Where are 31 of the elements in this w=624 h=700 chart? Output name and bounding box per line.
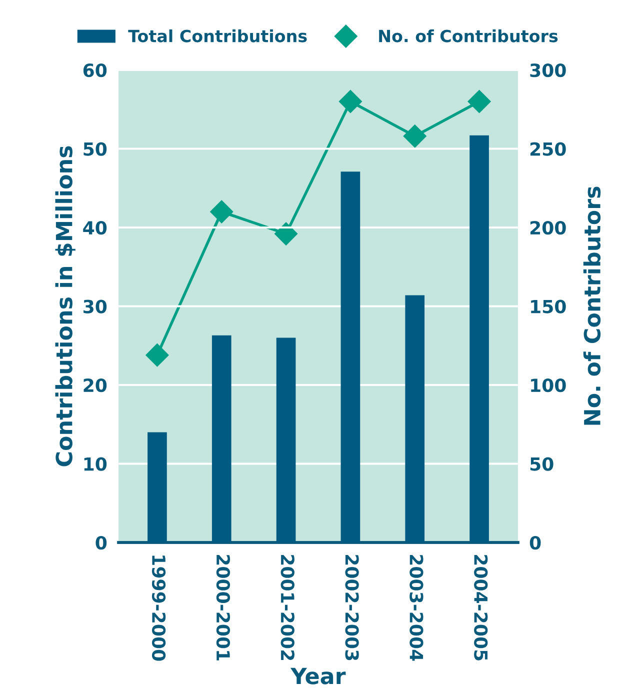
point	[274, 222, 298, 246]
point	[146, 344, 169, 367]
y2-tick-label: 100	[531, 378, 566, 392]
point	[210, 200, 234, 224]
y2-tick-label: 200	[530, 220, 566, 235]
x-axis-title: Year	[290, 668, 346, 684]
y-tick-label: 60	[83, 63, 107, 78]
y2-tick-label: 50	[530, 457, 554, 471]
y-tick-label: 50	[84, 142, 107, 156]
y2-tick-label: 150	[531, 300, 566, 314]
x-tick-label: 2002-2003	[345, 555, 359, 660]
y-tick-label: 10	[84, 457, 107, 471]
x-tick-label: 2000-2001	[216, 555, 230, 660]
x-tick-label: 2001-2002	[280, 555, 294, 660]
point	[403, 124, 426, 148]
y2-axis-title: No. of Contributors	[583, 186, 601, 425]
x-tick-label: 2004-2005	[474, 555, 488, 660]
y-tick-label: 30	[84, 300, 107, 314]
legend-label: No. of Contributors	[379, 29, 558, 42]
y-tick-label: 40	[83, 220, 107, 235]
y2-tick-label: 250	[530, 142, 566, 156]
y2-tick-label: 300	[530, 63, 566, 78]
y-axis-title: Contributions in $Millions	[55, 146, 76, 466]
x-tick-label: 2003-2004	[410, 555, 424, 661]
y2-tick-label: 0	[530, 536, 541, 550]
y-tick-label: 0	[96, 536, 107, 550]
point	[468, 90, 491, 113]
y-tick-label: 20	[84, 378, 107, 392]
x-tick-label: 1999-2000	[152, 556, 166, 661]
point	[338, 90, 362, 113]
legend-label: Total Contributions	[128, 29, 307, 42]
